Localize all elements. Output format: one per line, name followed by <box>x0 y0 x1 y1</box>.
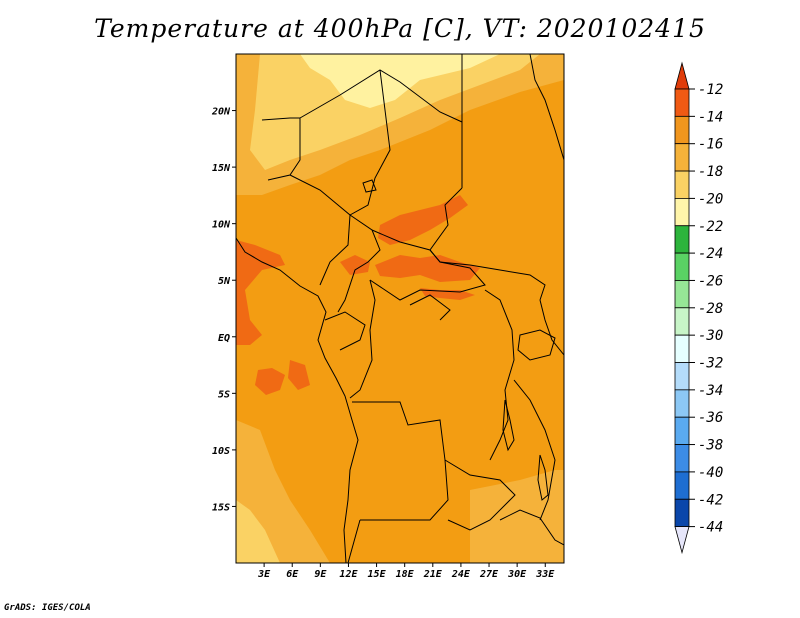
lat-tick-label: 5N <box>218 276 231 287</box>
colorbar-level-label: -14 <box>698 109 723 125</box>
lon-tick-label: 21E <box>423 569 443 580</box>
colorbar-level-label: -24 <box>698 246 723 262</box>
border-mali-niger <box>261 117 301 181</box>
colorbar-swatch <box>674 88 690 117</box>
colorbar-swatch <box>674 334 690 363</box>
colorbar-level-label: -32 <box>698 356 723 372</box>
colorbar-level-label: -38 <box>698 438 723 454</box>
grads-credit: GrADS: IGES/COLA <box>4 603 91 613</box>
colorbar-level-label: -42 <box>698 492 723 508</box>
lon-tick-label: 9E <box>314 569 327 580</box>
contour-band-18-north <box>250 54 540 170</box>
colorbar-swatch <box>674 389 690 418</box>
lat-tick-label: 10S <box>212 446 230 457</box>
colorbar-level-label: -44 <box>698 520 723 536</box>
colorbar-level-label: -22 <box>698 219 723 235</box>
colorbar-swatch <box>674 498 690 528</box>
colorbar-swatch <box>674 143 690 172</box>
lon-tick-label: 30E <box>507 569 527 580</box>
borders <box>236 54 564 563</box>
lat-tick-label: 5S <box>218 389 230 400</box>
colorbar-swatch <box>674 225 690 254</box>
border-tanzania <box>513 379 556 521</box>
lat-tick-label: EQ <box>218 333 230 344</box>
warm-patch-central <box>340 255 370 275</box>
colorbar-swatch <box>674 471 690 500</box>
colorbar-level-label: -30 <box>698 328 723 344</box>
map-panel <box>236 54 564 563</box>
lat-tick-label: 15S <box>212 502 230 513</box>
border-car <box>369 229 486 301</box>
colorbar-swatch <box>674 197 690 227</box>
border-zambia <box>444 459 516 531</box>
colorbar-swatch <box>674 307 690 336</box>
coastline-west-africa <box>236 237 359 563</box>
colorbar-swatch <box>674 115 690 145</box>
lon-tick-label: 3E <box>257 569 271 580</box>
border-drc-east <box>484 289 515 461</box>
lon-tick-label: 33E <box>535 569 555 580</box>
colorbar-swatch <box>674 416 690 445</box>
lon-tick-label: 15E <box>368 569 387 580</box>
chart-title: Temperature at 400hPa [C], VT: 202010241… <box>94 14 706 43</box>
contour-band-20-north <box>300 54 500 108</box>
border-mozambique <box>499 509 564 546</box>
colorbar: -12 -14 -16 -18 -20 -22 -24 -26 -28 -30 -32 -34 -36 -… <box>674 61 723 555</box>
map-frame <box>235 53 565 564</box>
colorbar-top-arrow <box>674 61 690 90</box>
colorbar-swatch <box>674 362 690 391</box>
colorbar-bottom-arrow <box>674 526 690 555</box>
colorbar-level-label: -18 <box>698 164 723 180</box>
colorbar-level-label: -36 <box>698 410 723 426</box>
lon-tick-label: 6E <box>286 569 299 580</box>
lon-tick-label: 12E <box>339 569 358 580</box>
border-niger-chad <box>349 69 391 216</box>
border-angola <box>352 401 449 521</box>
colorbar-level-label: -16 <box>698 137 723 153</box>
border-algeria-niger <box>299 69 463 123</box>
colorbar-swatch <box>674 280 690 309</box>
longitude-axis: 3E 6E 9E 12E 15E 18E 21E 24E 27E 30E 33E <box>257 563 555 580</box>
lon-tick-label: 27E <box>479 569 499 580</box>
colorbar-level-label: -20 <box>698 191 723 207</box>
latitude-axis: 20N 15N 10N 5N EQ 5S 10S 15S <box>211 107 236 513</box>
warm-patch-congo-coast <box>288 360 310 390</box>
border-nigeria <box>289 174 351 286</box>
border-gabon <box>324 311 366 351</box>
warm-patch-car <box>375 255 480 282</box>
lat-tick-label: 20N <box>211 107 231 118</box>
border-congo-drc <box>349 279 376 399</box>
colorbar-level-label: -34 <box>698 383 723 399</box>
congo-river <box>409 294 451 321</box>
lake-tanganyika <box>502 399 515 452</box>
colorbar-swatch <box>674 170 690 199</box>
red-sea-coast <box>529 54 564 161</box>
colorbar-swatch <box>674 444 690 473</box>
lat-tick-label: 15N <box>212 163 231 174</box>
lake-victoria <box>517 329 556 361</box>
border-south-sudan <box>469 264 546 301</box>
colorbar-level-label: -26 <box>698 273 723 289</box>
contour-band-18-southwest <box>236 500 280 563</box>
lake-malawi <box>537 454 549 501</box>
lon-tick-label: 24E <box>451 569 471 580</box>
colorbar-level-label: -28 <box>698 301 723 317</box>
border-namibia <box>347 519 361 563</box>
colorbar-level-label: -40 <box>698 465 723 481</box>
colorbar-swatch <box>674 252 690 281</box>
colorbar-level-label: -12 <box>698 82 723 98</box>
border-uganda-kenya <box>539 299 564 356</box>
lake-chad <box>362 179 377 193</box>
lon-tick-label: 18E <box>396 569 415 580</box>
warm-patch-gabon <box>255 368 285 395</box>
lat-tick-label: 10N <box>212 220 231 231</box>
